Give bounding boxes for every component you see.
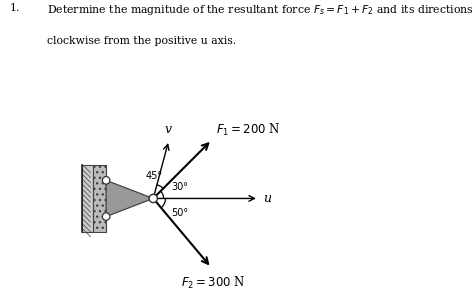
Text: v: v [164, 123, 171, 136]
Text: 45°: 45° [146, 171, 163, 181]
Circle shape [149, 194, 157, 202]
Text: 30°: 30° [172, 182, 189, 192]
Text: Determine the magnitude of the resultant force $F_s = F_1 + F_2$ and its directi: Determine the magnitude of the resultant… [47, 3, 474, 17]
Polygon shape [106, 180, 153, 216]
Text: u: u [264, 192, 271, 205]
Text: $F_1 = 200$ N: $F_1 = 200$ N [217, 122, 281, 138]
Text: 1.: 1. [9, 3, 20, 13]
Circle shape [102, 177, 110, 184]
Circle shape [102, 213, 110, 220]
Bar [82, 164, 93, 232]
Bar [93, 164, 106, 232]
Text: 50°: 50° [172, 208, 189, 218]
Text: clockwise from the positive u axis.: clockwise from the positive u axis. [47, 36, 237, 47]
Text: $F_2 = 300$ N: $F_2 = 300$ N [181, 275, 246, 291]
